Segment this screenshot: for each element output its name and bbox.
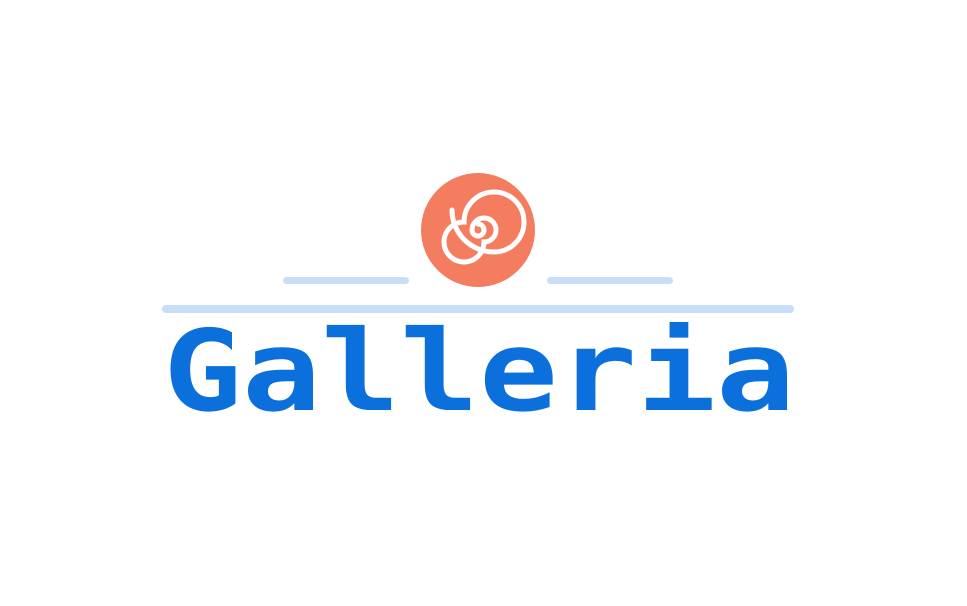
left-accent-line [283, 277, 409, 284]
wordmark: Galleria [163, 322, 795, 422]
spiral-shell-icon [421, 173, 535, 287]
right-accent-line [547, 277, 673, 284]
underline-bar [162, 305, 794, 313]
wordmark-text: Galleria [163, 322, 795, 422]
